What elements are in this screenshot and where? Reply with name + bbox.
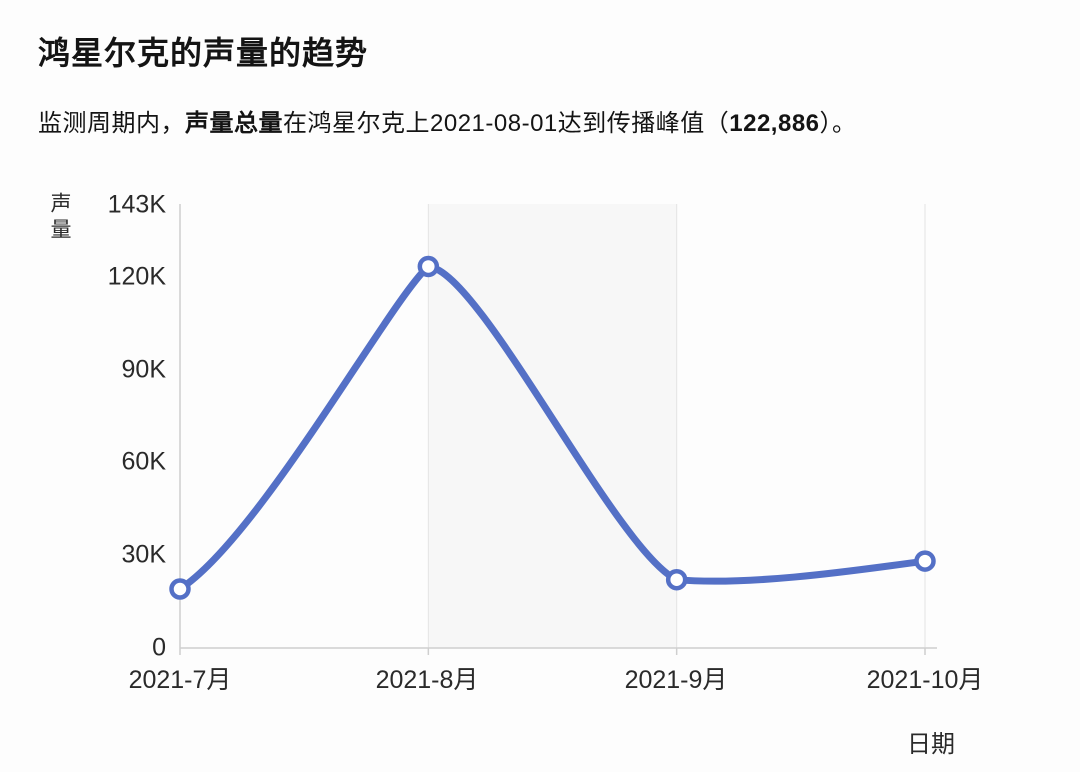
x-axis-tick-label: 2021-10月 bbox=[866, 666, 984, 694]
y-axis-tick-label: 0 bbox=[152, 633, 166, 662]
y-axis-title: 声量 bbox=[48, 192, 71, 244]
trend-line bbox=[176, 262, 929, 593]
data-point-marker bbox=[914, 550, 936, 572]
data-point-marker bbox=[665, 568, 688, 591]
summary-segment: 监测周期内， bbox=[38, 110, 185, 137]
x-axis-tick-label: 2021-9月 bbox=[624, 666, 728, 694]
page-title: 鸿星尔克的声量的趋势 bbox=[38, 35, 369, 71]
y-axis-tick-label: 120K bbox=[107, 262, 166, 291]
highlight-band bbox=[428, 204, 677, 648]
x-axis-title: 日期 bbox=[907, 731, 955, 758]
y-axis-tick-label: 90K bbox=[121, 355, 166, 384]
y-axis-tick-label: 143K bbox=[107, 190, 166, 219]
x-axis-tick-label: 2021-8月 bbox=[375, 666, 479, 694]
y-axis-tick-label: 60K bbox=[121, 447, 166, 476]
summary-text: 监测周期内，声量总量在鸿星尔克上2021-08-01达到传播峰值（122,886… bbox=[38, 103, 857, 138]
summary-peak-value: 122,886 bbox=[729, 110, 820, 137]
y-axis-tick-label: 30K bbox=[121, 540, 166, 569]
summary-segment: ）。 bbox=[819, 110, 857, 137]
summary-metric-name: 声量总量 bbox=[185, 110, 283, 137]
data-point-marker bbox=[169, 578, 191, 600]
data-point-marker bbox=[417, 255, 440, 278]
summary-segment: 在鸿星尔克上2021-08-01达到传播峰值（ bbox=[283, 110, 730, 137]
x-axis-tick-label: 2021-7月 bbox=[128, 666, 232, 694]
